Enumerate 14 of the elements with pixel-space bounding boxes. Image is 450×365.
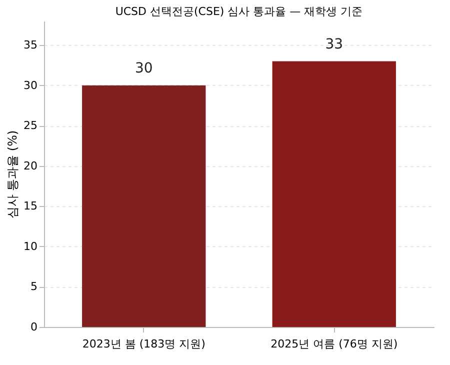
chart-title: UCSD 선택전공(CSE) 심사 통과율 — 재학생 기준 xyxy=(115,5,363,18)
y-tick-label: 35 xyxy=(24,38,38,52)
x-tick-label: 2025년 여름 (76명 지원) xyxy=(270,338,398,350)
y-tick-label: 20 xyxy=(24,159,38,172)
y-tick-label: 10 xyxy=(24,240,38,253)
y-tick-label: 0 xyxy=(30,320,38,334)
y-tick-label: 30 xyxy=(24,78,38,92)
data-label: 30 xyxy=(134,60,153,76)
y-axis-title: 심사 통과율 (%) xyxy=(6,130,20,219)
data-label: 33 xyxy=(325,36,344,52)
y-tick-label: 15 xyxy=(24,200,38,213)
y-tick-label: 25 xyxy=(24,119,38,132)
x-tick-label: 2023년 봄 (183명 지원) xyxy=(82,338,206,350)
y-tick-label: 5 xyxy=(30,280,38,294)
